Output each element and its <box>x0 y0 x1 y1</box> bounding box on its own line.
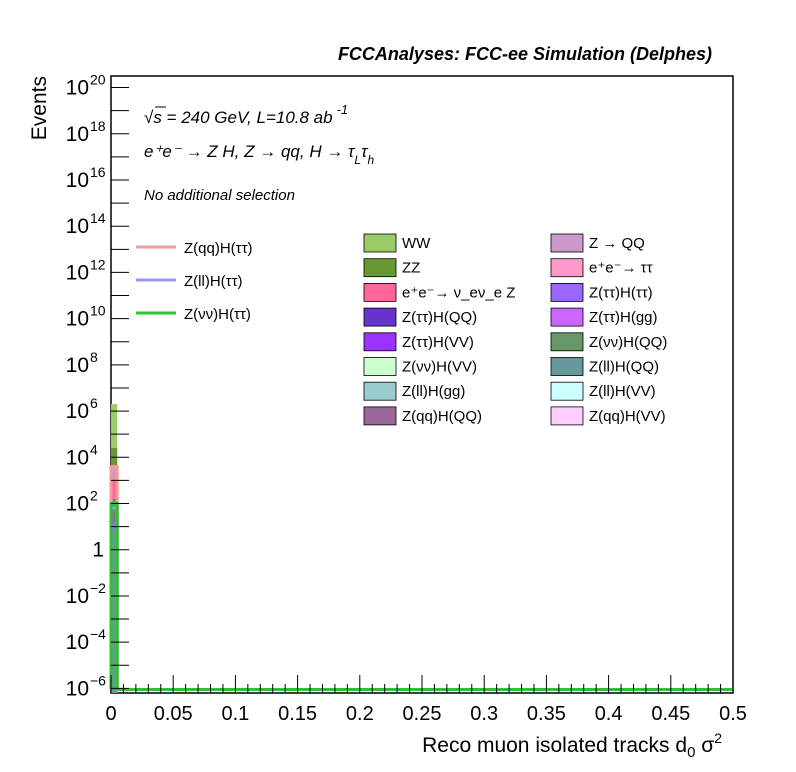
x-tick-label: 0.45 <box>651 703 690 725</box>
legend-label: Z(νν)H(QQ) <box>589 334 667 351</box>
y-tick-exponent: −6 <box>90 672 106 688</box>
y-tick-exponent: 14 <box>90 210 106 226</box>
y-tick-exponent: 12 <box>90 256 106 272</box>
y-tick-label: 10 <box>66 261 89 284</box>
legend-swatch-box <box>363 282 397 302</box>
legend-label: e⁺e⁻→ ν_eν_e Z <box>402 284 515 301</box>
legend-swatch-box <box>363 332 397 352</box>
legend-swatch-box <box>363 233 397 253</box>
x-tick-label: 0.35 <box>527 703 566 725</box>
legend-swatch-box <box>550 282 584 302</box>
legend-label: Z(ττ)H(VV) <box>402 334 474 351</box>
legend-label: e⁺e⁻→ ττ <box>589 260 653 277</box>
legend-label: Z(qq)H(QQ) <box>402 408 482 425</box>
legend-swatch-box <box>363 307 397 327</box>
selection-annotation: No additional selection <box>144 187 295 204</box>
legend-swatch-box <box>550 381 584 401</box>
legend-label: Z(ττ)H(gg) <box>589 309 658 326</box>
x-tick-label: 0.5 <box>719 703 747 725</box>
y-tick-label: 10 <box>66 631 89 654</box>
y-tick-exponent: 6 <box>90 395 98 411</box>
legend-swatch-box <box>550 406 584 426</box>
x-tick-label: 0.3 <box>470 703 498 725</box>
legend-label: Z(νν)H(VV) <box>402 359 477 376</box>
background-legend: WW Z → QQ ZZ e⁺e⁻→ ττ e⁺e⁻→ ν_eν_e Z Z(ττ)H(τ… <box>363 233 667 426</box>
chart-title: FCCAnalyses: FCC-ee Simulation (Delphes) <box>338 44 712 64</box>
y-tick-label: 10 <box>66 585 89 608</box>
legend-label: Z(qq)H(ττ) <box>184 240 253 257</box>
x-axis-title: Reco muon isolated tracks d0 σ2 <box>422 730 722 761</box>
y-tick-label: 1 <box>92 539 104 562</box>
legend-swatch-box <box>363 381 397 401</box>
signal-line-z-h- <box>109 502 733 692</box>
signal-lines <box>109 465 733 692</box>
x-tick-label: 0.4 <box>595 703 623 725</box>
legend-swatch-box <box>550 332 584 352</box>
y-axis-title: Events <box>28 76 51 140</box>
y-tick-exponent: 2 <box>90 488 98 504</box>
legend-swatch-box <box>550 307 584 327</box>
x-tick-label: 0.05 <box>154 703 193 725</box>
legend-swatch-box <box>550 233 584 253</box>
legend-label: Z(ll)H(VV) <box>589 383 656 400</box>
signal-line-z-ll-h- <box>109 506 733 692</box>
legend-label: Z(ll)H(QQ) <box>589 359 659 376</box>
legend-swatch-box <box>550 258 584 278</box>
legend-label: ZZ <box>402 260 420 277</box>
x-tick-label: 0.1 <box>221 703 249 725</box>
legend-label: Z(νν)H(ττ) <box>184 306 251 323</box>
y-tick-label: 10 <box>66 677 89 700</box>
y-tick-label: 10 <box>66 493 89 516</box>
y-tick-exponent: 16 <box>90 164 106 180</box>
y-tick-label: 10 <box>66 215 89 238</box>
legend-label: Z(qq)H(VV) <box>589 408 666 425</box>
y-tick-label: 10 <box>66 400 89 423</box>
y-tick-exponent: 18 <box>90 118 106 134</box>
legend-swatch-box <box>363 258 397 278</box>
y-tick-exponent: 4 <box>90 441 98 457</box>
legend-swatch-box <box>363 406 397 426</box>
y-tick-label: 10 <box>66 308 89 331</box>
x-tick-label: 0.25 <box>403 703 442 725</box>
y-tick-label: 10 <box>66 169 89 192</box>
bar-z-ll-h-qq- <box>111 531 118 693</box>
y-tick-label: 10 <box>66 354 89 377</box>
legend-label: Z(ll)H(ττ) <box>184 273 243 290</box>
x-tick-label: 0.2 <box>346 703 374 725</box>
process-annotation: e⁺e⁻ → Z H, Z → qq, H → τLτh <box>144 142 374 167</box>
legend-label: Z(ττ)H(QQ) <box>402 309 477 326</box>
legend-label: Z → QQ <box>589 235 645 252</box>
y-tick-exponent: 10 <box>90 303 106 319</box>
x-tick-label: 0 <box>105 703 116 725</box>
x-tick-label: 0.15 <box>278 703 317 725</box>
legend-label: Z(ττ)H(ττ) <box>589 284 653 301</box>
legend-label: WW <box>402 235 431 252</box>
y-tick-label: 10 <box>66 77 89 100</box>
y-tick-label: 10 <box>66 123 89 146</box>
legend-swatch-box <box>550 357 584 376</box>
y-tick-exponent: −4 <box>90 626 106 642</box>
legend-label: Z(ll)H(gg) <box>402 383 465 400</box>
signal-line-z-qq-h- <box>109 465 733 692</box>
y-tick-exponent: 20 <box>90 72 106 88</box>
legend-swatch-box <box>363 357 397 376</box>
y-tick-exponent: −2 <box>90 580 106 596</box>
signal-legend: Z(qq)H(ττ) Z(ll)H(ττ) Z(νν)H(ττ) <box>136 240 253 323</box>
energy-annotation: √s = 240 GeV, L=10.8 ab -1 <box>144 102 348 127</box>
y-tick-label: 10 <box>66 446 89 469</box>
y-tick-exponent: 8 <box>90 349 98 365</box>
x-axis-ticks: 0 0.05 0.1 0.15 0.2 0.25 0.3 0.35 0.4 0.45 0.5 <box>105 675 747 725</box>
